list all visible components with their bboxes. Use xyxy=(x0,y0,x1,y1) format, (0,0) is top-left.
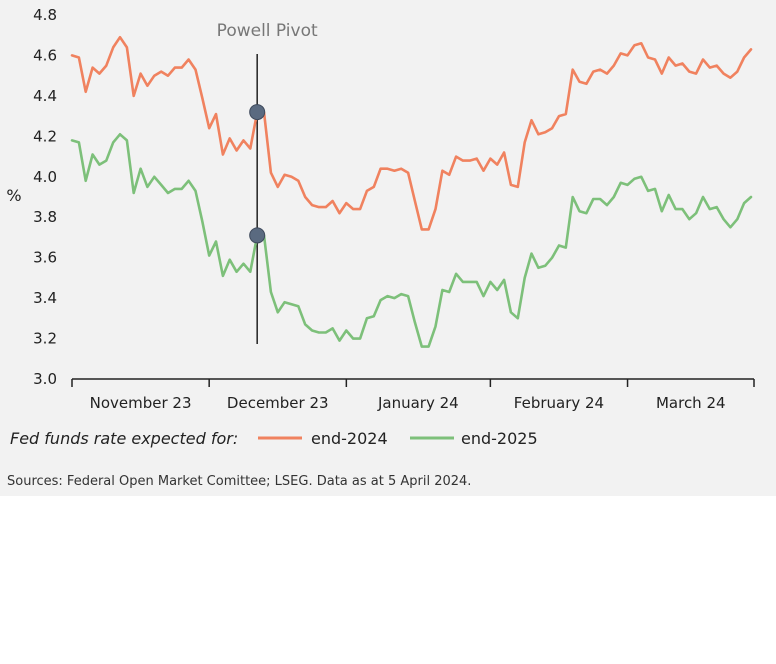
x-tick-label: February 24 xyxy=(514,394,604,412)
legend: Fed funds rate expected for: end-2024 en… xyxy=(10,429,538,448)
y-tick-label: 3.8 xyxy=(33,208,57,226)
y-tick-label: 4.0 xyxy=(33,168,57,186)
legend-lead-text: Fed funds rate expected for: xyxy=(10,429,238,448)
x-tick-label: January 24 xyxy=(377,394,459,412)
y-tick-label: 3.6 xyxy=(33,249,57,267)
y-tick-label: 3.2 xyxy=(33,330,57,348)
series-lines xyxy=(70,35,753,348)
y-axis-ticks: 3.0 3.2 3.4 3.6 3.8 4.0 4.2 4.4 4.6 4.8 xyxy=(33,6,57,388)
y-axis-label: % xyxy=(6,186,21,205)
x-tick-label: March 24 xyxy=(656,394,726,412)
y-tick-label: 4.6 xyxy=(33,46,57,64)
pivot-marker-end-2025 xyxy=(249,227,266,244)
legend-label-end-2024: end-2024 xyxy=(311,429,388,448)
y-tick-label: 3.4 xyxy=(33,289,57,307)
line-chart: % 3.0 3.2 3.4 3.6 3.8 4.0 4.2 4.4 4.6 4.8 Novembe… xyxy=(6,6,755,489)
y-tick-label: 4.2 xyxy=(33,127,57,145)
x-tick-label: December 23 xyxy=(227,394,329,412)
legend-label-end-2025: end-2025 xyxy=(461,429,538,448)
x-tick-label: November 23 xyxy=(90,394,192,412)
pivot-markers xyxy=(249,104,266,244)
annotation-group: Powell Pivot xyxy=(217,21,318,344)
x-axis: November 23 December 23 January 24 February… xyxy=(71,378,755,412)
source-note: Sources: Federal Open Market Comittee; L… xyxy=(7,474,471,489)
series-line-end-2024 xyxy=(70,35,753,231)
pivot-marker-end-2024 xyxy=(249,104,266,121)
y-tick-label: 4.4 xyxy=(33,87,57,105)
powell-pivot-label: Powell Pivot xyxy=(217,21,318,41)
y-tick-label: 3.0 xyxy=(33,370,57,388)
series-line-end-2025 xyxy=(70,133,753,348)
y-tick-label: 4.8 xyxy=(33,6,57,24)
chart-panel: % 3.0 3.2 3.4 3.6 3.8 4.0 4.2 4.4 4.6 4.8 Novembe… xyxy=(0,0,776,496)
